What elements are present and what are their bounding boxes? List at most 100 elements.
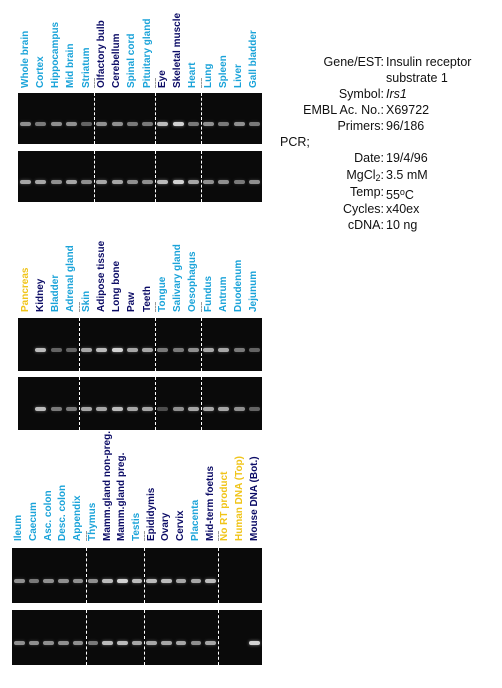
cycles-key: Cycles: (343, 202, 384, 216)
gel-band (187, 179, 199, 184)
label-separator (155, 302, 157, 312)
gel-band (117, 640, 128, 645)
gel-band (81, 406, 93, 411)
gel-band (111, 121, 123, 126)
pcr-key: PCR; (280, 135, 310, 149)
lane-label: Appendix (72, 495, 84, 541)
gel-band (172, 347, 184, 352)
gel-band (172, 406, 184, 411)
gel-band (146, 578, 157, 583)
lane-group-separator (217, 548, 219, 603)
lane-label: Salivary gland (172, 244, 184, 312)
gel-band (190, 640, 202, 645)
gel-band (87, 578, 99, 583)
gel-band (50, 347, 62, 352)
gel-band (157, 179, 169, 184)
lane-label: Oesophagus (187, 251, 199, 312)
gel-band (205, 578, 216, 583)
gel-band (81, 121, 93, 126)
lane-label: Mid brain (65, 43, 77, 88)
gel-band (218, 347, 230, 352)
gel-band (175, 640, 187, 645)
lane-group-separator (201, 151, 202, 202)
temp-key: Temp: (349, 185, 384, 199)
lane-label: Duodenum (233, 259, 245, 312)
lane-group-separator (85, 610, 87, 665)
experiment-info: Gene/EST: Insulin receptor substrate 1 S… (280, 54, 500, 274)
gel-band (157, 347, 169, 352)
gel-strip-bottom (18, 151, 262, 202)
gel-band (35, 347, 47, 352)
lane-label: Whole brain (19, 30, 31, 88)
gel-band (249, 640, 260, 645)
lane-label: Tongue (156, 276, 168, 312)
primers-value: 96/186 (386, 119, 425, 133)
gel-band (157, 406, 169, 411)
gel-band (96, 121, 108, 126)
lane-label: Spleen (217, 55, 229, 88)
gel-band (126, 347, 138, 352)
lane-label: Jejunum (248, 270, 260, 312)
gel-band (81, 179, 93, 184)
lane-label: Ovary (160, 512, 172, 541)
primers-key: Primers: (337, 119, 384, 133)
lane-label: Cerebellum (111, 33, 123, 88)
gel-band (172, 179, 184, 184)
gel-band (96, 179, 108, 184)
gel-band (50, 179, 62, 184)
label-separator (79, 302, 80, 312)
lane-group-separator (201, 377, 202, 430)
gel-band (187, 121, 199, 126)
mgcl-key: MgCl2: (346, 167, 384, 186)
gel-band (72, 640, 84, 645)
embl-key: EMBL Ac. No.: (303, 103, 384, 117)
gel-band (203, 179, 215, 184)
lane-label: Desc. colon (57, 484, 69, 541)
lane-group-separator (94, 151, 96, 202)
lane-group-separator (155, 377, 157, 430)
gel-band (161, 578, 172, 583)
gel-band (142, 347, 154, 352)
temp-value: 55oC (386, 184, 414, 203)
label-separator (201, 78, 202, 88)
lane-label: Asc. colon (42, 490, 54, 541)
mgcl-key-main: MgCl (346, 168, 376, 182)
temp-value-num: 55 (386, 188, 400, 202)
gel-band (218, 121, 230, 126)
gel-band (126, 406, 138, 411)
gel-band (96, 406, 108, 411)
lane-group-separator (79, 318, 80, 371)
gel-band (218, 406, 230, 411)
gel-band (131, 640, 143, 645)
gene-value-line2: substrate 1 (386, 71, 448, 85)
gel-band (35, 121, 47, 126)
lane-label: Skeletal muscle (172, 12, 184, 88)
label-separator (217, 531, 219, 541)
gel-band (65, 347, 77, 352)
gel-band (203, 406, 215, 411)
cdna-key: cDNA: (347, 218, 384, 232)
gel-band (187, 347, 199, 352)
lane-label: Eye (156, 70, 168, 88)
gel-band (28, 640, 40, 645)
gel-band (146, 640, 157, 645)
gel-band (14, 578, 25, 583)
lane-label: Ileum (13, 514, 25, 541)
temp-value-unit: C (404, 188, 414, 202)
gel-band (172, 121, 184, 126)
lane-label: Placenta (189, 499, 201, 541)
gel-band (218, 179, 230, 184)
temp-degree: o (399, 187, 405, 197)
gel-band (248, 347, 260, 352)
lane-label: Heart (187, 62, 199, 88)
gel-band (20, 121, 32, 126)
lane-label: Skin (80, 290, 92, 312)
mgcl-key-colon: : (380, 168, 384, 182)
lane-label: Adipose tissue (95, 240, 107, 312)
lane-group-separator (85, 548, 87, 603)
lane-group-separator (155, 93, 157, 144)
gel-band (96, 347, 108, 352)
lane-group-separator (201, 318, 202, 371)
gel-band (14, 640, 25, 645)
lane-label: Long bone (111, 260, 123, 312)
